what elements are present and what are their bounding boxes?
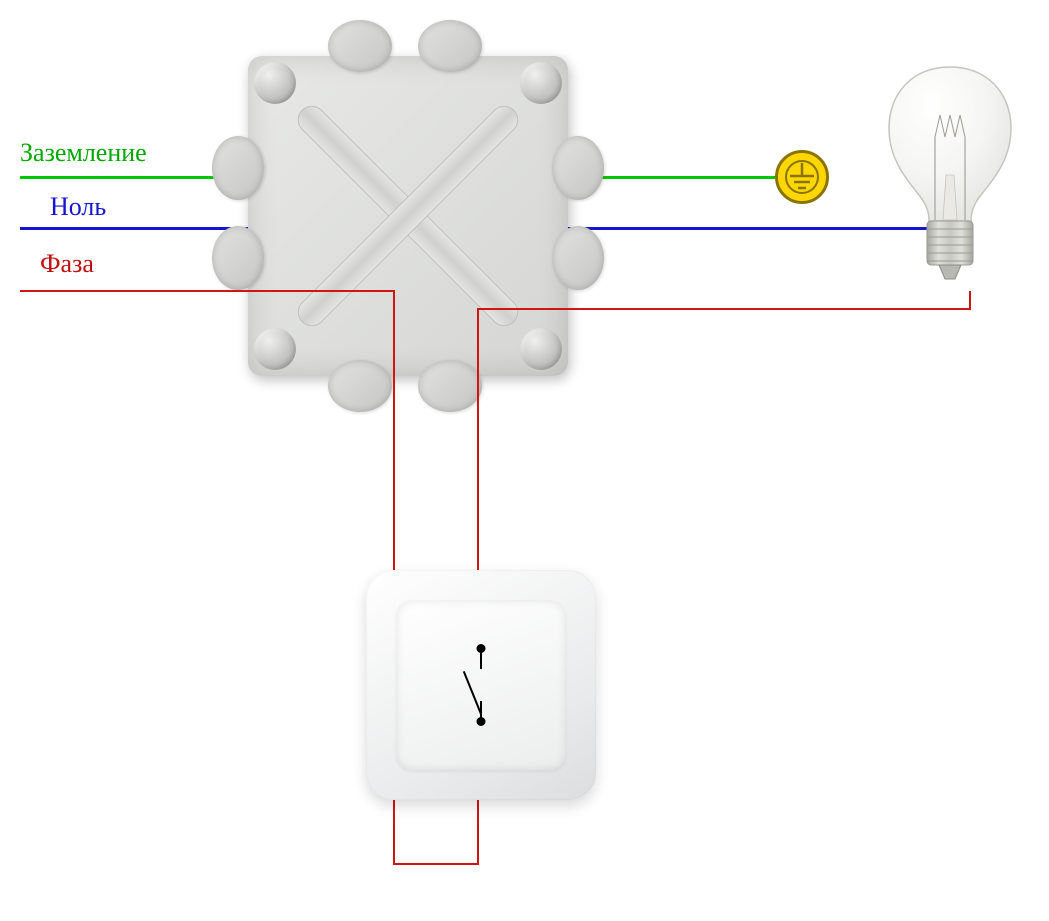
- switch-contact-icon: [477, 644, 486, 653]
- box-knockout-icon: [212, 136, 264, 200]
- box-knockout-icon: [328, 360, 392, 412]
- label-ground: Заземление: [20, 138, 147, 168]
- junction-box: [218, 26, 598, 406]
- label-phase: Фаза: [40, 249, 94, 279]
- ground-symbol-icon: [775, 150, 829, 204]
- box-screw-icon: [520, 62, 562, 104]
- label-neutral: Ноль: [50, 192, 106, 222]
- box-knockout-icon: [212, 226, 264, 290]
- box-knockout-icon: [418, 20, 482, 72]
- wall-switch: [366, 570, 596, 800]
- box-screw-icon: [254, 328, 296, 370]
- box-screw-icon: [520, 328, 562, 370]
- light-bulb-icon: [885, 65, 1015, 285]
- box-screw-icon: [254, 62, 296, 104]
- box-knockout-icon: [552, 136, 604, 200]
- box-knockout-icon: [418, 360, 482, 412]
- box-knockout-icon: [552, 226, 604, 290]
- box-knockout-icon: [328, 20, 392, 72]
